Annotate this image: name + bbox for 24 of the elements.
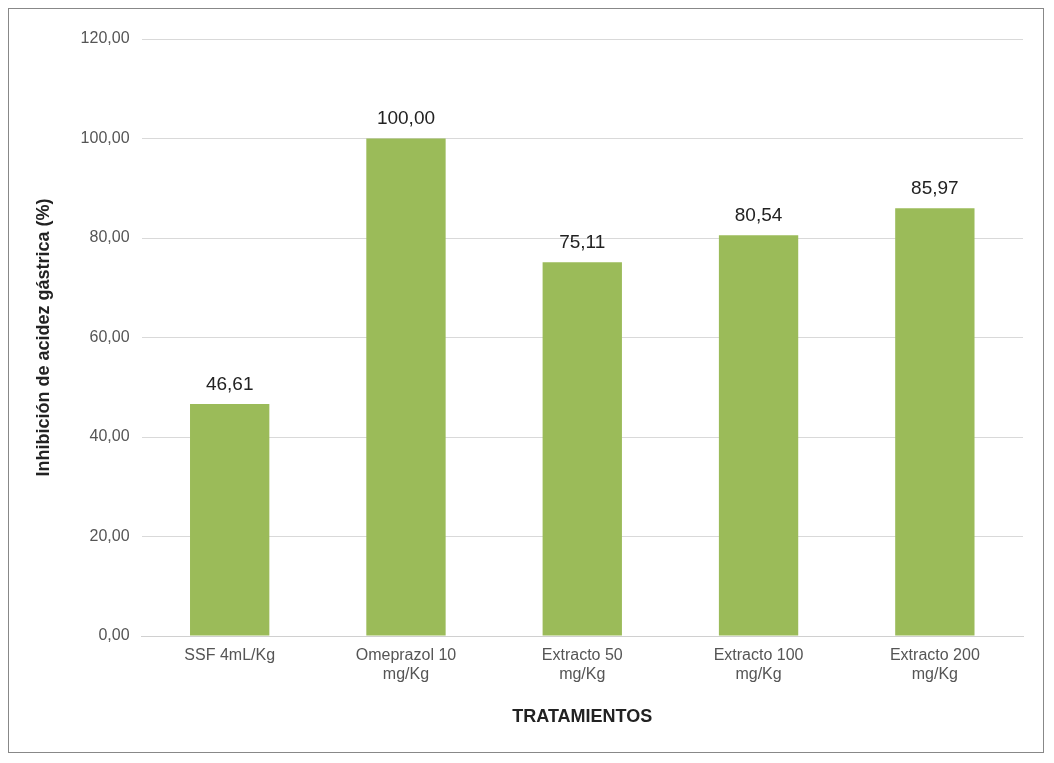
y-tick-label: 20,00 <box>89 526 130 544</box>
bar <box>542 262 622 636</box>
x-tick-label: Extracto 200 mg/Kg <box>889 646 980 683</box>
bar <box>895 208 975 636</box>
x-tick-label: Omeprazol 10 mg/Kg <box>355 646 457 683</box>
y-tick-label: 0,00 <box>98 626 130 644</box>
bar <box>190 404 270 636</box>
data-label: 46,61 <box>205 372 254 394</box>
y-tick-label: 40,00 <box>89 427 130 445</box>
y-tick-label: 60,00 <box>89 327 130 345</box>
data-label: 80,54 <box>734 204 783 226</box>
data-label: 100,00 <box>376 107 436 129</box>
x-tick-label: Extracto 100 mg/Kg <box>713 646 804 683</box>
bar <box>366 138 446 636</box>
x-axis-title: TRATAMIENTOS <box>512 706 653 727</box>
y-axis-title: Inhibición de acidez gástrica (%) <box>32 198 53 477</box>
bar <box>718 235 799 636</box>
y-tick-label: 100,00 <box>80 128 130 146</box>
x-tick-label: Extracto 50 mg/Kg <box>541 646 623 683</box>
y-tick-label: 80,00 <box>89 228 130 246</box>
data-label: 85,97 <box>911 177 959 199</box>
x-tick-label: SSF 4mL/Kg <box>184 646 276 664</box>
y-tick-label: 120,00 <box>80 29 130 47</box>
data-label: 75,11 <box>559 231 606 253</box>
